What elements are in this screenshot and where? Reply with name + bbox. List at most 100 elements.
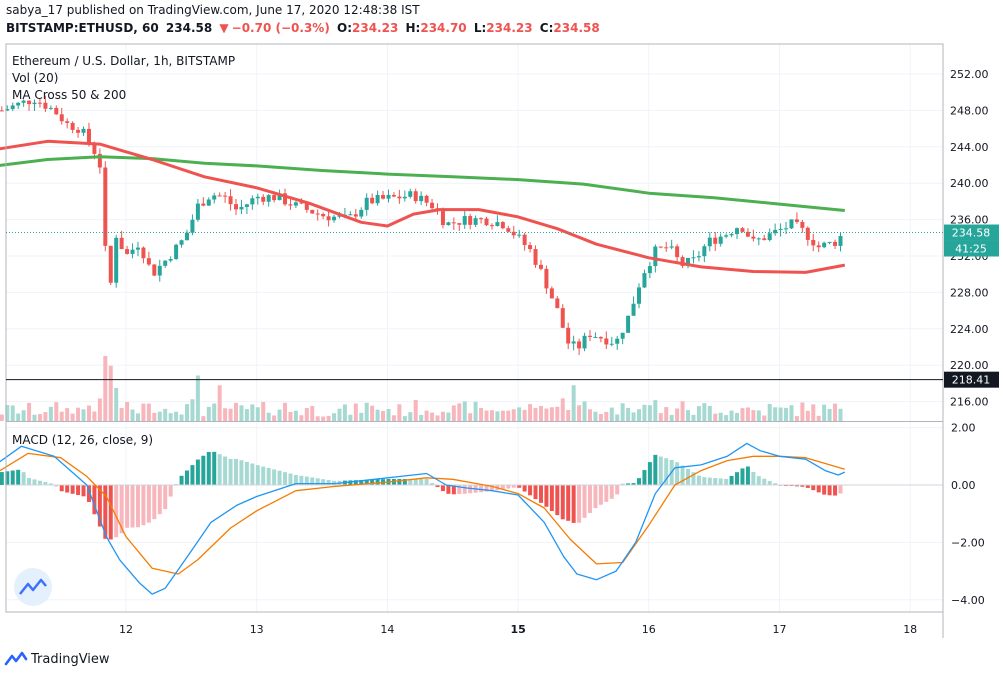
time-tick-label: 13 [250,623,264,636]
macd-tick-label: 2.00 [951,422,976,435]
candle-body [168,258,173,261]
candle-body [10,105,15,110]
candle-body [762,238,767,241]
volume-bar [299,415,304,421]
volume-bar [397,404,402,421]
volume-legend: Vol (20) [12,71,58,85]
volume-bar [642,404,647,421]
macd-histogram-bar [201,455,206,485]
macd-histogram-bar [266,467,271,485]
macd-histogram-bar [321,479,326,485]
volume-bar [190,399,195,421]
volume-bar [593,411,598,421]
down-arrow-icon: ▼ [219,21,229,35]
volume-bar [500,410,505,421]
candle-body [299,202,304,204]
candle-body [506,228,511,232]
macd-histogram-bar [560,485,565,520]
candle-body [691,257,696,259]
chart-area[interactable]: 216.00220.00224.00228.00232.00236.00240.… [0,40,1003,640]
volume-bar [348,414,353,421]
macd-histogram [0,451,943,540]
candle-body [773,229,778,234]
chart-axes: 216.00220.00224.00228.00232.00236.00240.… [5,43,999,638]
volume-bar [70,413,75,421]
candle-body [696,256,701,258]
candle-body [43,102,48,109]
macd-histogram-bar [658,456,663,485]
chart-grid [6,44,943,612]
volume-bar [462,401,467,421]
volume-bar [489,410,494,421]
macd-histogram-bar [277,470,282,485]
candle-body [702,246,707,257]
macd-histogram-bar [239,460,244,485]
volume-bar [718,412,723,421]
macd-histogram-bar [762,478,767,485]
macd-histogram-bar [609,485,614,499]
open-label: O: [337,21,352,35]
volume-bar [402,416,407,421]
candle-body [462,216,467,225]
volume-bar [114,387,119,421]
candle-body [664,247,669,249]
volume-bar [506,410,511,421]
volume-bar [391,415,396,421]
candle-body [533,249,538,265]
price-chart-svg[interactable]: 216.00220.00224.00228.00232.00236.00240.… [0,40,1003,640]
candle-body [0,110,4,112]
candle-body [152,264,157,276]
macd-histogram-bar [217,454,222,485]
candle-body [364,197,369,210]
candle-body [353,214,358,217]
candle-body [805,227,810,240]
candle-body [642,273,647,288]
macd-histogram-bar [419,478,424,485]
candle-body [76,129,81,133]
macd-histogram-bar [773,483,778,485]
candle-body [669,246,674,248]
time-tick-label: 12 [119,623,133,636]
candle-body [451,222,456,224]
macd-histogram-bar [566,485,571,521]
volume-bar [778,407,783,421]
volume-bar [223,408,228,421]
volume-bar [0,414,4,421]
candle-body [751,236,756,239]
tradingview-brand[interactable]: TradingView [31,651,110,667]
volume-bar [686,410,691,421]
candle-body [631,303,636,316]
time-tick-label: 15 [510,623,525,636]
candle-body [740,228,745,232]
candle-body [511,231,516,236]
volume-bar [21,410,26,421]
macd-histogram-bar [408,478,413,485]
macd-histogram-bar [184,470,189,485]
volume-bar [201,416,206,421]
macd-histogram-bar [800,485,805,487]
volume-bar [413,399,418,421]
candle-body [620,332,625,339]
tradingview-logo-icon[interactable] [4,650,28,668]
last-price-tag [944,224,999,241]
volume-bar [653,400,658,421]
volume-bar [446,412,451,421]
candle-body [27,100,32,105]
price-tick-label: 236.00 [950,214,989,227]
volume-bar [152,412,157,421]
macd-histogram-bar [462,485,467,494]
volume-bar [528,404,533,421]
macd-histogram-bar [54,485,59,487]
candle-body [778,228,783,230]
macd-tick-label: −2.00 [951,536,985,549]
macd-tick-label: 0.00 [951,479,976,492]
macd-histogram-bar [822,485,827,495]
macd-histogram-bar [528,485,533,496]
macd-histogram-bar [582,485,587,518]
candle-body [615,338,620,344]
macd-histogram-bar [97,485,102,527]
candle-body [402,196,407,199]
volume-bar [255,407,260,421]
macd-histogram-bar [10,470,15,485]
volume-bar [234,402,239,421]
